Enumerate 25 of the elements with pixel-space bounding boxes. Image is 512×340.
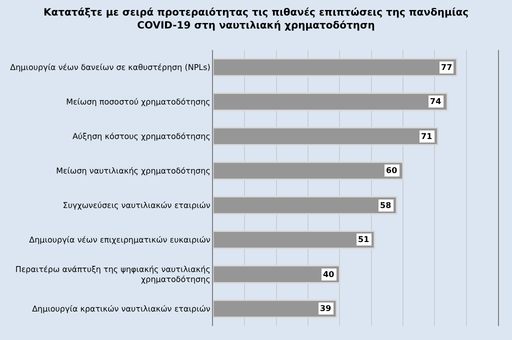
bar [213,299,338,318]
data-label: 77 [441,63,452,72]
data-label: 60 [386,166,398,175]
data-label: 40 [323,270,335,279]
bar [213,58,458,77]
y-tick-label: Δημιουργία κρατικών ναυτιλιακών εταιριών [32,304,211,314]
y-tick-label: Μείωση ποσοστού χρηματοδότησης [66,98,210,107]
bar [213,230,376,250]
y-tick-label: Δημιουργία νέων επιχειρηματικών ευκαιριών [29,236,211,245]
y-tick-label: Μείωση ναυτιλιακής χρηματοδότησης [56,166,210,176]
data-label: 39 [320,304,332,313]
y-tick-label: Περαιτέρω ανάπτυξη της ψηφιακής ναυτιλιακής χρηματοδότησης [15,264,210,284]
y-tick-label: Συγχωνεύσεις ναυτιλιακών εταιριών [62,201,211,210]
bar [213,196,398,215]
data-label: 58 [380,201,392,210]
data-label: 71 [421,132,433,141]
bar [213,126,439,146]
bar [213,161,404,180]
chart-title: Κατατάξτε με σειρά προτεραιότητας τις πιθανές επιπτώσεις της πανδημίας COVID-19 στη ναυτιλιακή χρηματοδότηση [43,7,469,32]
bar [213,92,448,112]
y-tick-label: Δημιουργία νέων δανείων σε καθυστέρηση (NPLs) [10,63,210,72]
y-tick-label: Αύξηση κόστους χρηματοδότησης [72,132,210,142]
data-label: 74 [430,97,442,106]
bar [213,264,340,284]
data-label: 51 [358,235,370,244]
